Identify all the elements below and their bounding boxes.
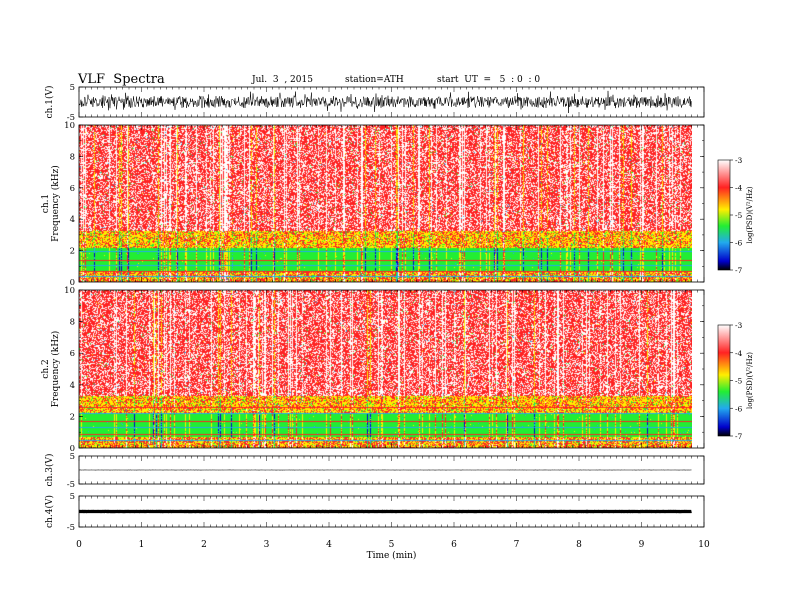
- colorbar-tick-label: -3: [735, 321, 743, 330]
- y-tick-label: 10: [64, 286, 75, 296]
- y-tick-label: 5: [70, 83, 75, 93]
- colorbar: [717, 159, 731, 271]
- y-axis-label: ch.1(V): [44, 86, 55, 119]
- y-tick-label: 5: [70, 452, 75, 462]
- y-tick-label: -5: [67, 523, 75, 533]
- ch1-waveform-trace: [78, 90, 692, 114]
- y-axis-label: ch.3(V): [44, 454, 55, 487]
- colorbar-tick-label: -5: [735, 377, 743, 386]
- y-tick-label: 2: [70, 247, 75, 257]
- x-tick-label: 4: [326, 540, 332, 550]
- y-tick-label: 8: [70, 318, 75, 328]
- colorbar-label: log(PSD)(V²/Hz): [746, 186, 754, 243]
- x-tick-label: 6: [451, 540, 457, 550]
- colorbar-tick-label: -5: [735, 211, 743, 220]
- date-label: Jul. 3 , 2015: [252, 75, 313, 85]
- colorbar-tick-label: -4: [735, 349, 743, 358]
- y-tick-label: 2: [70, 412, 75, 422]
- x-tick-label: 8: [576, 540, 582, 550]
- y-axis-label-units: Frequency (kHz): [50, 331, 61, 408]
- x-axis-label: Time (min): [367, 550, 417, 561]
- y-tick-label: 6: [70, 349, 75, 359]
- x-tick-label: 5: [389, 540, 395, 550]
- y-tick-label: 10: [64, 121, 75, 131]
- x-tick-label: 10: [698, 540, 710, 550]
- y-tick-label: 8: [70, 152, 75, 162]
- y-tick-label: -5: [67, 113, 75, 123]
- x-tick-label: 1: [139, 540, 145, 550]
- y-axis-label: ch.4(V): [44, 495, 55, 528]
- y-tick-label: -5: [67, 480, 75, 490]
- y-tick-label: 4: [70, 215, 75, 225]
- colorbar-tick-label: -7: [735, 432, 743, 441]
- y-axis-label: ch.2: [41, 359, 51, 378]
- spectrogram-raster: [79, 125, 692, 282]
- x-tick-label: 2: [201, 540, 207, 550]
- colorbar-label: log(PSD)(V²/Hz): [746, 352, 754, 409]
- y-axis-label: ch.1: [41, 194, 51, 213]
- colorbar-tick-label: -4: [735, 184, 743, 193]
- station-label: station=ATH: [345, 75, 404, 85]
- y-tick-label: 5: [70, 492, 75, 502]
- chart-title: VLF Spectra: [78, 72, 165, 87]
- y-axis-label-units: Frequency (kHz): [50, 165, 61, 242]
- colorbar: [717, 324, 731, 437]
- colorbar-tick-label: -6: [735, 404, 743, 413]
- y-tick-label: 0: [70, 444, 75, 454]
- x-tick-label: 7: [514, 540, 520, 550]
- y-tick-label: 4: [70, 381, 75, 391]
- colorbar-tick-label: -3: [735, 156, 743, 165]
- spectrogram-raster: [79, 290, 692, 448]
- x-tick-label: 9: [639, 540, 645, 550]
- y-tick-label: 0: [70, 278, 75, 288]
- colorbar-tick-label: -6: [735, 239, 743, 248]
- start-time-label: start UT = 5 : 0 : 0: [437, 75, 541, 85]
- y-tick-label: 6: [70, 184, 75, 194]
- x-tick-label: 0: [76, 540, 82, 550]
- colorbar-tick-label: -7: [735, 266, 743, 275]
- x-tick-label: 3: [264, 540, 270, 550]
